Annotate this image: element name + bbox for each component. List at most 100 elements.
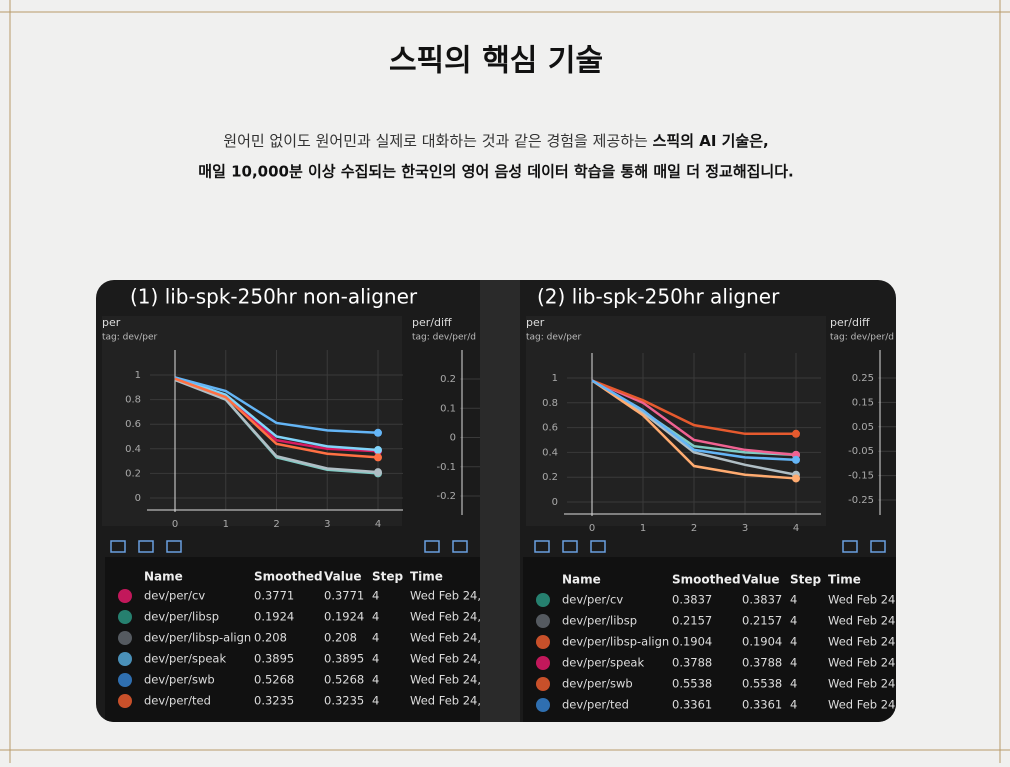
end-dot (792, 474, 800, 483)
y-tick-label: 1 (552, 373, 558, 384)
icon (452, 540, 468, 553)
legend-dot (118, 589, 132, 603)
table-cell: dev/per/libsp-align (144, 631, 251, 645)
series-line (591, 379, 797, 476)
table-cell: 4 (372, 673, 379, 687)
series-line (174, 378, 379, 474)
table-cell: 4 (790, 593, 797, 607)
table-cell: 0.3361 (742, 698, 782, 712)
table-cell: 0.5268 (324, 673, 364, 687)
table-cell: 0.5268 (254, 673, 294, 687)
table-cell: 0.5538 (672, 677, 712, 691)
table-cell: 0.3235 (324, 694, 364, 708)
table-cell: 0.3771 (254, 589, 294, 603)
chart-tag: tag: dev/per (102, 333, 158, 343)
table-cell: 4 (372, 631, 379, 645)
series-line (591, 379, 797, 462)
x-tick-label: 0 (589, 523, 595, 534)
y-tick-label: 0.8 (125, 395, 141, 406)
table-cell: Wed Feb 24, (828, 698, 899, 712)
table-cell: dev/per/swb (144, 673, 215, 687)
icon (899, 541, 913, 552)
divider (480, 280, 520, 722)
table-cell: dev/per/cv (562, 593, 623, 607)
table-cell: 0.1904 (742, 635, 782, 649)
table-cell: dev/per/ted (562, 698, 629, 712)
diff-label: per/diff (830, 316, 870, 329)
diff-tag: tag: dev/per/d (830, 333, 894, 343)
legend-dot (536, 593, 550, 607)
y-tick-label: -0.15 (848, 471, 874, 482)
table-cell: 4 (790, 635, 797, 649)
icon (870, 540, 886, 553)
column-header: Step (790, 573, 822, 587)
table-cell: 0.3895 (254, 652, 294, 666)
legend-dot (536, 614, 550, 628)
table-cell: 4 (372, 652, 379, 666)
legend-dot (536, 635, 550, 649)
table-cell: 0.3788 (672, 656, 712, 670)
x-tick-label: 2 (273, 519, 279, 530)
end-dot (792, 429, 800, 438)
icon (424, 540, 440, 553)
table-cell: Wed Feb 24, (828, 656, 899, 670)
table-cell: 0.1904 (672, 635, 712, 649)
end-dot (374, 453, 382, 462)
panel-title: (1) lib-spk-250hr non-aligner (130, 285, 418, 309)
end-dot (374, 428, 382, 437)
y-tick-label: 0.2 (542, 472, 558, 483)
end-dot (374, 446, 382, 455)
title: 스픽의 핵심 기술 (389, 44, 603, 79)
y-tick-label: 0 (552, 497, 558, 508)
chart-label: per (102, 316, 121, 329)
description: 매일 10,000분 이상 수집되는 한국인의 영어 음성 데이터 학습을 통해… (198, 163, 793, 181)
table-cell: 4 (372, 610, 379, 624)
y-tick-label: -0.2 (436, 491, 456, 502)
column-header: Time (828, 573, 861, 587)
y-tick-label: 0.2 (125, 468, 141, 479)
table-cell: Wed Feb 24, (828, 614, 899, 628)
y-tick-label: 1 (135, 370, 141, 381)
table-cell: dev/per/speak (562, 656, 644, 670)
x-tick-label: 4 (375, 519, 381, 530)
table-cell: 4 (790, 614, 797, 628)
column-header: Smoothed (254, 570, 323, 584)
x-tick-label: 1 (223, 519, 229, 530)
table-bg (523, 557, 896, 722)
table-cell: 0.2157 (742, 614, 782, 628)
y-tick-label: -0.1 (436, 462, 456, 473)
y-tick-label: 0.25 (852, 373, 874, 384)
y-tick-label: 0 (450, 433, 456, 444)
table-cell: 4 (372, 694, 379, 708)
table-cell: Wed Feb 24, (828, 593, 899, 607)
x-tick-label: 3 (742, 523, 748, 534)
legend-dot (536, 698, 550, 712)
chart-tag: tag: dev/per (526, 333, 582, 343)
table-cell: 0.2157 (672, 614, 712, 628)
text: 스픽의 AI 기술은, (653, 132, 769, 150)
table-cell: Wed Feb 24, 1 (410, 610, 492, 624)
legend-dot (536, 656, 550, 670)
table-cell: 4 (790, 656, 797, 670)
table-cell: 0.3837 (742, 593, 782, 607)
diff-label: per/diff (412, 316, 452, 329)
table-cell: 0.5538 (742, 677, 782, 691)
y-tick-label: 0.05 (852, 422, 874, 433)
table-cell: Wed Feb 24, 1 (410, 631, 492, 645)
y-tick-label: 0.8 (542, 398, 558, 409)
y-tick-label: 0.1 (440, 403, 456, 414)
table-cell: dev/per/swb (562, 677, 633, 691)
column-header: Name (144, 570, 183, 584)
series-line (174, 376, 379, 452)
y-tick-label: 0.15 (852, 397, 874, 408)
column-header: Smoothed (672, 573, 741, 587)
series-line (174, 377, 379, 459)
legend-dot (118, 610, 132, 624)
table-cell: 0.3235 (254, 694, 294, 708)
icon (138, 540, 154, 553)
diff-tag: tag: dev/per/d (412, 333, 476, 343)
y-tick-label: -0.25 (848, 495, 874, 506)
table-cell: 4 (372, 589, 379, 603)
